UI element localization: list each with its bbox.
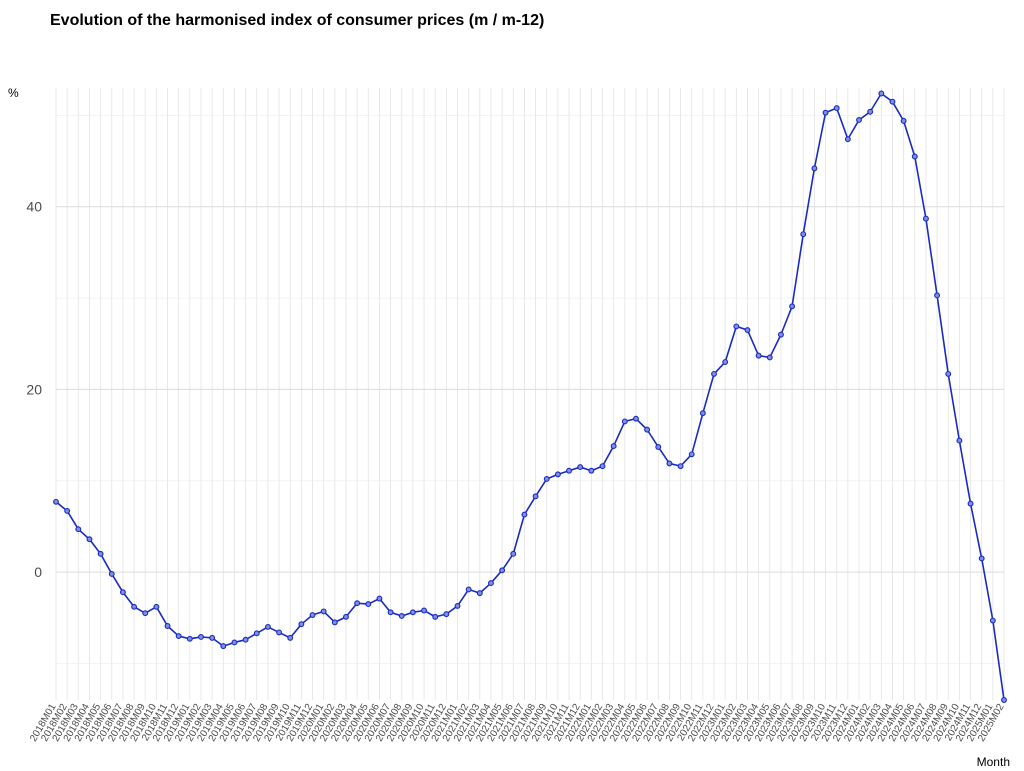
data-point xyxy=(922,215,929,222)
data-point xyxy=(833,105,840,112)
data-point xyxy=(989,617,996,624)
data-point xyxy=(343,613,349,620)
data-point xyxy=(599,463,606,470)
data-point xyxy=(75,526,82,533)
data-point xyxy=(967,500,974,507)
data-point xyxy=(108,570,115,577)
data-point xyxy=(64,507,71,514)
data-point xyxy=(365,601,372,608)
series-line xyxy=(55,92,1005,701)
data-point xyxy=(131,603,138,610)
data-point xyxy=(867,108,874,115)
data-point xyxy=(320,608,327,615)
data-point xyxy=(476,590,483,597)
data-point xyxy=(86,536,93,543)
data-point xyxy=(354,600,361,607)
data-point xyxy=(844,136,851,143)
data-point xyxy=(677,463,684,470)
data-point xyxy=(934,292,941,299)
data-point xyxy=(253,630,260,637)
y-tick-label: 20 xyxy=(26,381,42,397)
data-point xyxy=(777,331,784,338)
data-point xyxy=(711,370,717,377)
data-point xyxy=(175,633,182,640)
data-point xyxy=(755,352,762,359)
y-tick-label: 40 xyxy=(26,199,42,215)
data-point xyxy=(276,629,283,636)
data-point xyxy=(298,621,305,628)
data-point xyxy=(878,90,885,97)
data-point xyxy=(655,444,662,450)
data-point xyxy=(644,426,651,433)
data-point xyxy=(119,589,126,596)
data-point xyxy=(610,443,617,450)
y-tick-label: 0 xyxy=(34,564,42,580)
data-point xyxy=(153,603,160,610)
data-point xyxy=(733,323,740,330)
data-point xyxy=(945,370,952,377)
y-axis-ticks: 0 20 40 xyxy=(26,199,42,580)
data-point xyxy=(577,464,584,471)
data-point xyxy=(688,451,695,458)
data-point xyxy=(900,117,907,124)
data-point xyxy=(387,609,394,616)
data-point xyxy=(510,550,517,557)
data-point xyxy=(186,635,193,642)
data-point xyxy=(53,498,59,505)
data-point xyxy=(811,165,818,172)
data-point xyxy=(164,623,171,629)
data-point xyxy=(889,98,896,105)
data-point xyxy=(465,586,472,593)
y-axis-label: % xyxy=(8,86,19,100)
data-point xyxy=(499,567,506,574)
data-point xyxy=(376,595,383,602)
data-point xyxy=(309,612,316,619)
data-point xyxy=(231,639,238,646)
data-point xyxy=(532,493,539,500)
data-point xyxy=(543,475,550,482)
data-point xyxy=(443,611,450,618)
x-axis-ticks: 2018M012018M022018M032018M042018M052018M… xyxy=(28,702,1007,744)
data-point xyxy=(911,153,918,160)
data-point xyxy=(666,460,673,467)
data-point xyxy=(956,437,963,444)
data-point xyxy=(432,613,439,620)
data-point xyxy=(209,634,216,641)
data-point xyxy=(220,643,227,650)
data-point xyxy=(800,231,807,238)
data-point xyxy=(97,550,104,557)
data-point xyxy=(521,511,528,518)
data-point xyxy=(409,609,416,616)
data-point xyxy=(633,415,639,422)
data-point xyxy=(621,418,628,425)
data-point xyxy=(766,354,773,361)
data-point xyxy=(744,327,751,334)
grid xyxy=(55,88,1005,700)
data-point xyxy=(789,303,796,310)
data-point xyxy=(978,555,985,562)
data-point xyxy=(566,467,572,474)
data-point xyxy=(264,623,271,630)
data-point xyxy=(856,117,862,123)
data-point xyxy=(554,471,561,478)
data-point xyxy=(1001,697,1007,703)
data-point xyxy=(198,634,204,640)
data-point xyxy=(287,634,294,641)
chart-title: Evolution of the harmonised index of con… xyxy=(50,12,544,29)
data-point xyxy=(588,467,595,474)
data-point xyxy=(331,619,338,626)
data-point xyxy=(398,613,405,619)
data-point xyxy=(699,410,706,417)
data-point xyxy=(421,607,427,614)
data-point xyxy=(822,109,829,116)
data-point xyxy=(142,610,149,617)
data-point xyxy=(454,602,461,609)
x-axis-label: Month xyxy=(977,755,1010,769)
series-layer xyxy=(53,90,1007,703)
data-point xyxy=(722,359,729,365)
data-point xyxy=(488,580,494,587)
data-point xyxy=(242,636,249,643)
